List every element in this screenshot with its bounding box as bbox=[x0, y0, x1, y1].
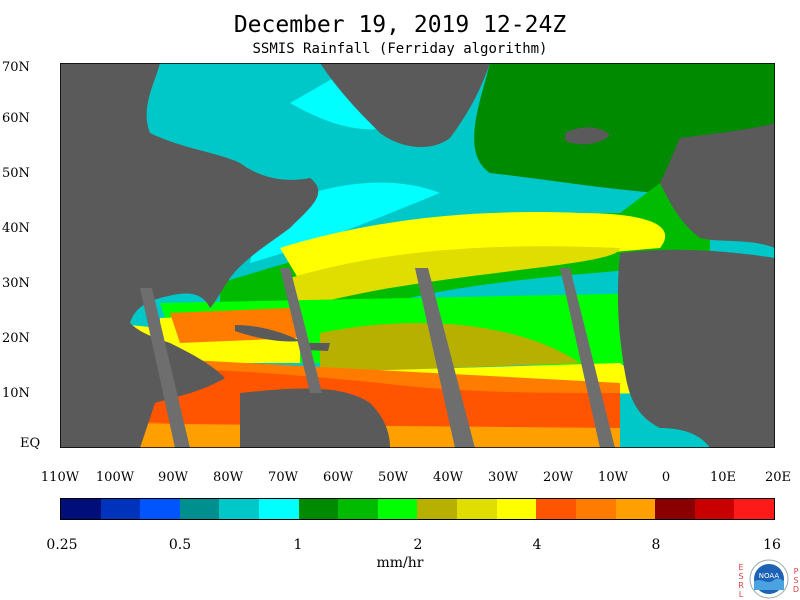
lon-label: 20E bbox=[764, 470, 792, 485]
logo-letter: E bbox=[738, 563, 744, 572]
lat-label: EQ bbox=[20, 436, 41, 451]
colorbar-segment bbox=[298, 499, 339, 519]
colorbar-segment bbox=[496, 499, 537, 519]
lat-label: 70N bbox=[2, 60, 30, 75]
lon-label: 40W bbox=[433, 470, 463, 485]
lon-label: 50W bbox=[378, 470, 408, 485]
colorbar-segment bbox=[417, 499, 458, 519]
lon-label: 20W bbox=[543, 470, 573, 485]
colorbar-segment bbox=[219, 499, 260, 519]
psd-letters: P S D bbox=[792, 567, 800, 594]
lon-label: 70W bbox=[268, 470, 298, 485]
colorbar-tick-label: 0.5 bbox=[168, 537, 192, 553]
lon-label: 90W bbox=[158, 470, 188, 485]
lon-label: 110W bbox=[40, 470, 80, 485]
rainfall-map bbox=[60, 63, 775, 448]
noaa-badge-text: NOAA bbox=[759, 572, 780, 580]
colorbar-tick-label: 4 bbox=[532, 537, 542, 553]
rain-band-olive-2 bbox=[320, 323, 580, 373]
land-south-america bbox=[240, 388, 390, 448]
land-africa bbox=[617, 249, 775, 448]
lon-label: 10E bbox=[709, 470, 737, 485]
land-hispaniola bbox=[305, 343, 330, 351]
swath-gap bbox=[140, 288, 190, 448]
logo-letter: L bbox=[738, 590, 744, 599]
lon-label: 80W bbox=[213, 470, 243, 485]
colorbar-segment bbox=[457, 499, 497, 519]
lon-label: 10W bbox=[598, 470, 628, 485]
map-subtitle: SSMIS Rainfall (Ferriday algorithm) bbox=[252, 41, 548, 57]
logo-letter: D bbox=[792, 585, 800, 594]
colorbar-segment bbox=[575, 499, 616, 519]
lat-label: 10N bbox=[2, 386, 30, 401]
swath-gap bbox=[280, 268, 322, 393]
lon-label: 0 bbox=[661, 470, 671, 485]
lon-label: 60W bbox=[323, 470, 353, 485]
lat-label: 60N bbox=[2, 111, 30, 126]
swath-gap bbox=[560, 268, 615, 448]
lon-label: 100W bbox=[95, 470, 135, 485]
colorbar-segment bbox=[140, 499, 180, 519]
land-europe bbox=[660, 123, 775, 248]
land-north-america bbox=[60, 63, 319, 448]
lat-label: 50N bbox=[2, 166, 30, 181]
colorbar-tick-label: 8 bbox=[651, 537, 661, 553]
colorbar-segment bbox=[536, 499, 576, 519]
lon-label: 30W bbox=[488, 470, 518, 485]
colorbar-segment bbox=[338, 499, 378, 519]
logo-letter: S bbox=[793, 576, 799, 585]
colorbar-segment bbox=[61, 499, 101, 519]
colorbar-tick-label: 1 bbox=[293, 537, 303, 553]
rain-rate-colorbar bbox=[60, 498, 775, 520]
logo-letter: P bbox=[793, 567, 799, 576]
colorbar-segment bbox=[377, 499, 418, 519]
esrl-letters: E S R L bbox=[737, 563, 745, 599]
colorbar-segment bbox=[655, 499, 695, 519]
colorbar-tick-label: 16 bbox=[763, 537, 781, 553]
logo-letter: S bbox=[738, 572, 744, 581]
colorbar-segment bbox=[259, 499, 299, 519]
colorbar-segment bbox=[615, 499, 656, 519]
colorbar-segment bbox=[100, 499, 141, 519]
swath-gap bbox=[415, 268, 475, 448]
land-cuba bbox=[235, 325, 300, 342]
colorbar-segment bbox=[694, 499, 735, 519]
colorbar-tick-label: 2 bbox=[413, 537, 423, 553]
logo-letter: R bbox=[738, 581, 744, 590]
lat-label: 40N bbox=[2, 221, 30, 236]
map-title: December 19, 2019 12-24Z bbox=[233, 12, 567, 38]
units-label: mm/hr bbox=[376, 555, 424, 571]
colorbar-segment bbox=[179, 499, 220, 519]
lat-label: 30N bbox=[2, 276, 30, 291]
colorbar-tick-label: 0.25 bbox=[46, 537, 78, 553]
rain-band-olive bbox=[290, 246, 620, 308]
land-iceland bbox=[565, 127, 610, 145]
noaa-logo: NOAA bbox=[749, 559, 789, 599]
colorbar-segment bbox=[734, 499, 774, 519]
land-greenland bbox=[320, 63, 490, 148]
lat-label: 20N bbox=[2, 331, 30, 346]
